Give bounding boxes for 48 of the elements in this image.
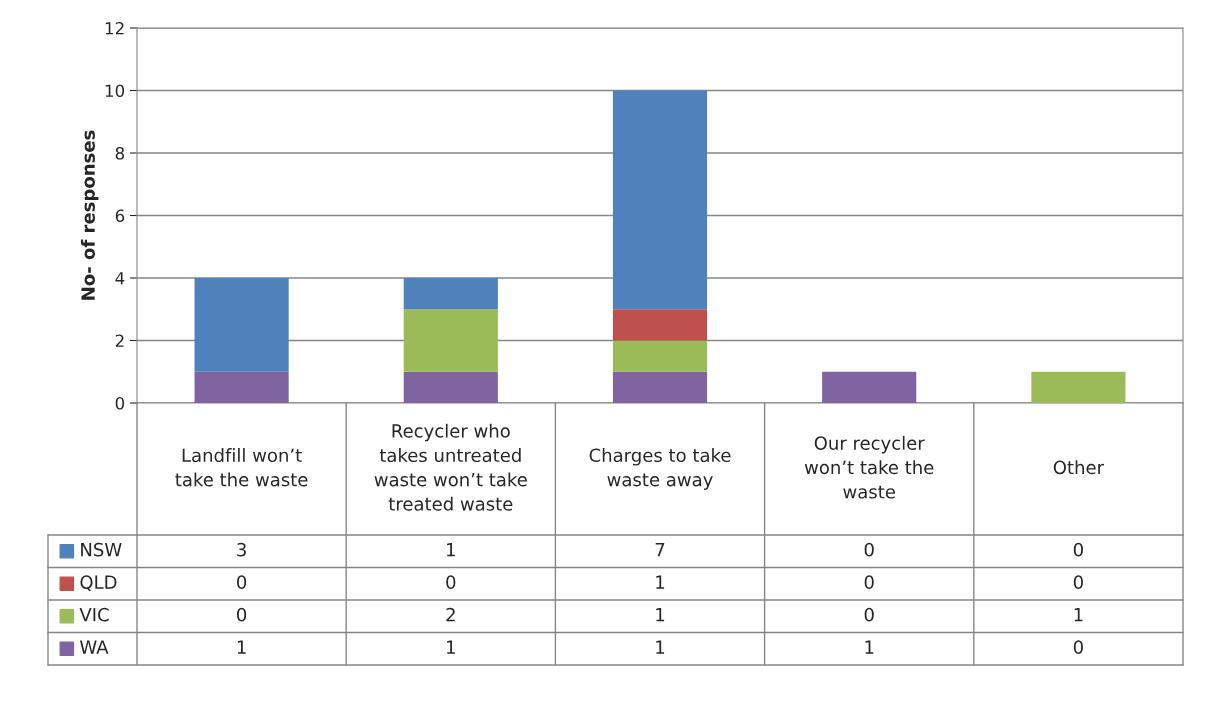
data-label: 1: [237, 640, 246, 654]
data-label: 0: [864, 575, 874, 589]
data-label: 1: [447, 543, 455, 557]
data-label: 1: [656, 608, 665, 622]
x-tick-label: Charges to take waste away: [589, 448, 731, 490]
x-tick-label: Landfill won’t take the waste: [175, 448, 308, 487]
data-label: 1: [865, 640, 874, 654]
data-label: 0: [1073, 575, 1083, 589]
y-tick-label: 4: [115, 272, 125, 285]
data-label: 0: [1073, 640, 1083, 654]
data-label: 0: [237, 607, 247, 622]
y-tick-label: 6: [115, 209, 125, 223]
data-label: 0: [864, 607, 874, 622]
y-tick-label: 0: [115, 396, 125, 410]
y-tick-label: 10: [105, 84, 125, 98]
bar: [403, 371, 498, 403]
data-label: 0: [864, 542, 874, 557]
legend-label: QLD: [80, 575, 117, 592]
y-tick-label: 2: [115, 334, 124, 347]
y-axis-title: No- of responses: [80, 130, 99, 300]
data-label: 2: [446, 607, 455, 622]
legend-label: WA: [79, 640, 109, 654]
x-tick-label: Other: [1053, 460, 1105, 475]
bar: [822, 371, 917, 403]
data-label: 0: [1073, 542, 1083, 557]
y-tick-label: 12: [105, 21, 124, 35]
bar: [612, 309, 708, 341]
x-tick-label: Our recycler won’t take the waste: [804, 435, 934, 499]
legend-label: VIC: [79, 607, 109, 622]
bar: [194, 278, 289, 372]
bar: [1031, 371, 1126, 403]
bar: [612, 371, 708, 403]
legend-label: NSW: [81, 542, 122, 557]
data-label: 1: [1074, 608, 1083, 622]
data-label: 0: [237, 575, 247, 589]
data-label: 1: [656, 575, 665, 589]
bar: [403, 278, 498, 310]
x-tick-label: Recycler who takes untreated waste won’t take treated waste: [374, 423, 527, 511]
data-label: 1: [656, 640, 665, 654]
data-label: 1: [447, 640, 455, 654]
data-label: 0: [446, 575, 456, 589]
bar: [612, 340, 708, 372]
data-label: 3: [237, 542, 246, 557]
bar: [612, 90, 708, 310]
bar: [194, 371, 289, 403]
y-tick-label: 8: [115, 146, 125, 160]
bar: [403, 309, 498, 372]
data-label: 7: [655, 543, 665, 557]
